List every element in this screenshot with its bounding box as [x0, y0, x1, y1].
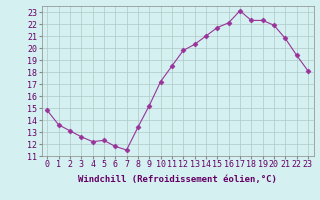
- X-axis label: Windchill (Refroidissement éolien,°C): Windchill (Refroidissement éolien,°C): [78, 175, 277, 184]
